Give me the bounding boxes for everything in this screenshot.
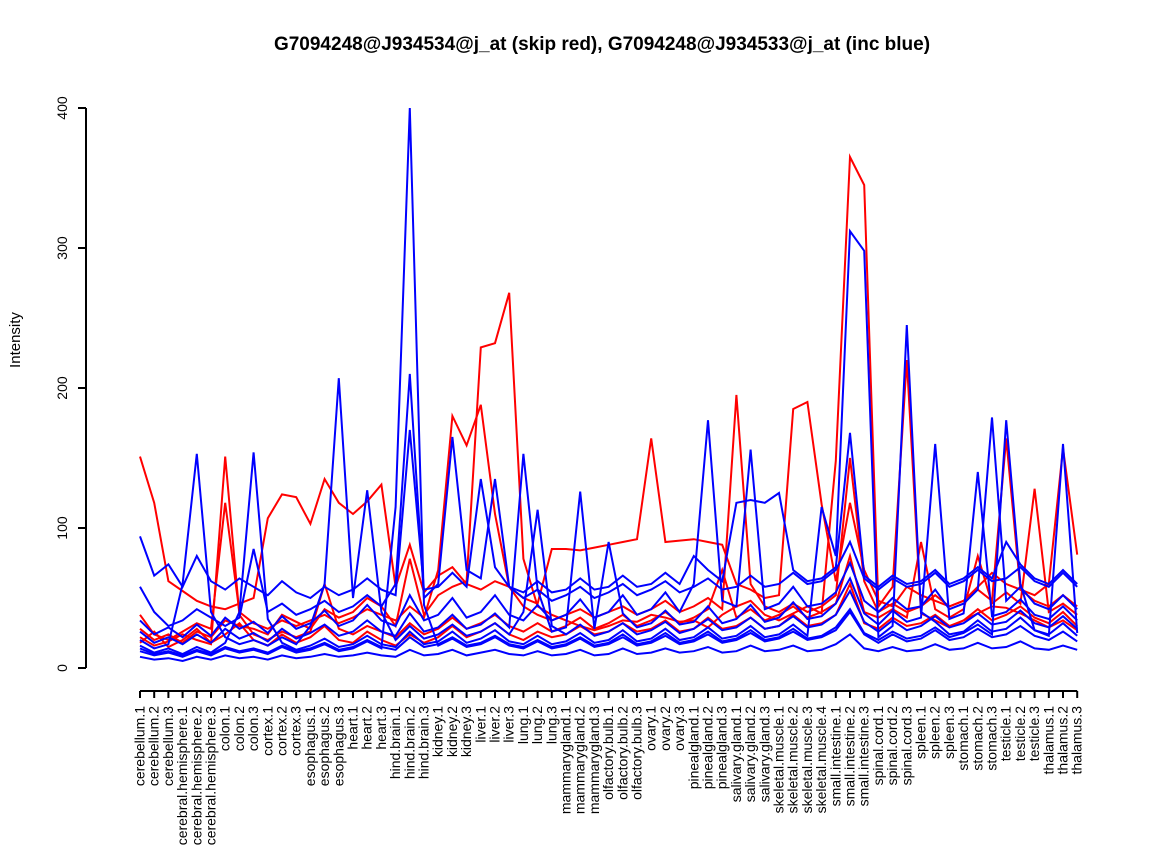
x-axis: cerebellum.1cerebellum.2cerebellum.3cere… [132, 690, 1085, 846]
x-tick-label: spleen.3 [941, 706, 957, 759]
x-tick-label: stomach.3 [984, 706, 1000, 771]
x-tick-label: testicle.1 [998, 706, 1014, 761]
x-tick-label: ovary.1 [643, 706, 659, 751]
x-tick-label: spinal.cord.1 [870, 706, 886, 786]
x-tick-label: salivary.gland.3 [756, 706, 772, 802]
x-tick-label: colon.3 [245, 706, 261, 751]
x-tick-label: cerebral.hemisphere.2 [188, 706, 204, 846]
x-tick-label: colon.2 [231, 706, 247, 751]
x-tick-label: esophagus.3 [330, 706, 346, 786]
y-tick-label: 300 [54, 236, 70, 260]
x-tick-label: testicle.2 [1012, 706, 1028, 761]
x-tick-label: lung.2 [529, 706, 545, 744]
series-lines [139, 107, 1079, 663]
x-tick-label: mammarygland.3 [586, 706, 602, 814]
series-line-blue-7 [139, 420, 1079, 657]
series-line-blue-9 [139, 633, 1078, 663]
x-tick-label: liver.3 [501, 706, 517, 743]
x-tick-label: cerebellum.2 [146, 706, 162, 786]
x-tick-label: hind.brain.3 [416, 706, 432, 779]
x-tick-label: lung.3 [543, 706, 559, 744]
x-tick-label: skeletal.muscle.2 [785, 706, 801, 814]
x-tick-label: testicle.3 [1026, 706, 1042, 761]
x-tick-label: skeletal.muscle.1 [771, 706, 787, 814]
x-tick-label: lung.1 [515, 706, 531, 744]
y-axis: 0 100 200 300 400 [54, 96, 87, 672]
x-tick-label: kidney.1 [430, 706, 446, 757]
x-tick-label: mammarygland.1 [558, 706, 574, 814]
series-line-red-1 [139, 153, 1078, 645]
x-tick-label: cerebellum.1 [132, 706, 148, 786]
x-tick-label: cortex.2 [274, 706, 290, 756]
x-tick-label: olfactory.bulb.3 [629, 706, 645, 800]
x-tick-label: skeletal.muscle.3 [799, 706, 815, 814]
series-line-red-3 [139, 394, 1078, 642]
chart-title: G7094248@J934534@j_at (skip red), G70942… [274, 34, 930, 55]
x-tick-label: small.intestine.1 [827, 706, 843, 807]
x-tick-label: esophagus.2 [316, 706, 332, 786]
series-line-blue-1 [139, 107, 1078, 658]
x-tick-label: hind.brain.1 [387, 706, 403, 779]
series-line-blue-6 [139, 443, 1078, 646]
x-tick-label: stomach.1 [955, 706, 971, 771]
y-tick-label: 200 [54, 376, 70, 400]
x-tick-label: spleen.1 [913, 706, 929, 759]
x-tick-label: small.intestine.3 [856, 706, 872, 807]
x-tick-label: heart.1 [345, 706, 361, 750]
x-tick-label: mammarygland.2 [572, 706, 588, 814]
x-tick-label: kidney.3 [458, 706, 474, 757]
x-tick-label: cortex.3 [288, 706, 304, 756]
x-tick-label: spinal.cord.3 [898, 706, 914, 786]
x-tick-label: heart.2 [359, 706, 375, 750]
x-tick-label: olfactory.bulb.1 [600, 706, 616, 800]
y-tick-label: 0 [54, 664, 70, 672]
x-tick-label: pinealgland.3 [714, 706, 730, 790]
x-tick-label: kidney.2 [444, 706, 460, 757]
x-tick-label: skeletal.muscle.4 [813, 706, 829, 814]
x-tick-label: small.intestine.2 [842, 706, 858, 807]
x-tick-label: cortex.1 [259, 706, 275, 756]
x-tick-label: ovary.3 [671, 706, 687, 751]
x-tick-label: salivary.gland.2 [742, 706, 758, 802]
x-tick-label: stomach.2 [969, 706, 985, 771]
x-tick-label: cerebral.hemisphere.1 [174, 706, 190, 846]
x-tick-label: thalamus.3 [1069, 706, 1085, 775]
x-tick-label: salivary.gland.1 [728, 706, 744, 802]
y-tick-label: 400 [54, 96, 70, 120]
x-tick-label: liver.2 [487, 706, 503, 743]
y-tick-label: 100 [54, 516, 70, 540]
x-tick-label: cerebral.hemisphere.3 [203, 706, 219, 846]
x-tick-label: hind.brain.2 [401, 706, 417, 779]
x-tick-label: pinealgland.2 [700, 706, 716, 790]
x-tick-label: heart.3 [373, 706, 389, 750]
x-tick-label: cerebellum.3 [160, 706, 176, 786]
x-tick-label: esophagus.1 [302, 706, 318, 786]
series-line-blue-3 [139, 378, 1078, 650]
y-axis-label: Intensity [7, 312, 24, 368]
series-line-red-4 [139, 456, 1078, 647]
x-tick-label: thalamus.1 [1040, 706, 1056, 775]
x-tick-label: colon.1 [217, 706, 233, 751]
x-tick-label: olfactory.bulb.2 [614, 706, 630, 800]
x-tick-label: spinal.cord.2 [884, 706, 900, 786]
x-tick-label: thalamus.2 [1055, 706, 1071, 775]
series-line-blue-2 [139, 373, 1078, 628]
x-tick-label: ovary.2 [657, 706, 673, 751]
x-tick-label: pinealgland.1 [685, 706, 701, 790]
series-line-red-2 [139, 400, 1079, 611]
x-tick-label: liver.1 [472, 706, 488, 743]
x-tick-label: spleen.2 [927, 706, 943, 759]
series-line-blue-8 [139, 429, 1078, 600]
